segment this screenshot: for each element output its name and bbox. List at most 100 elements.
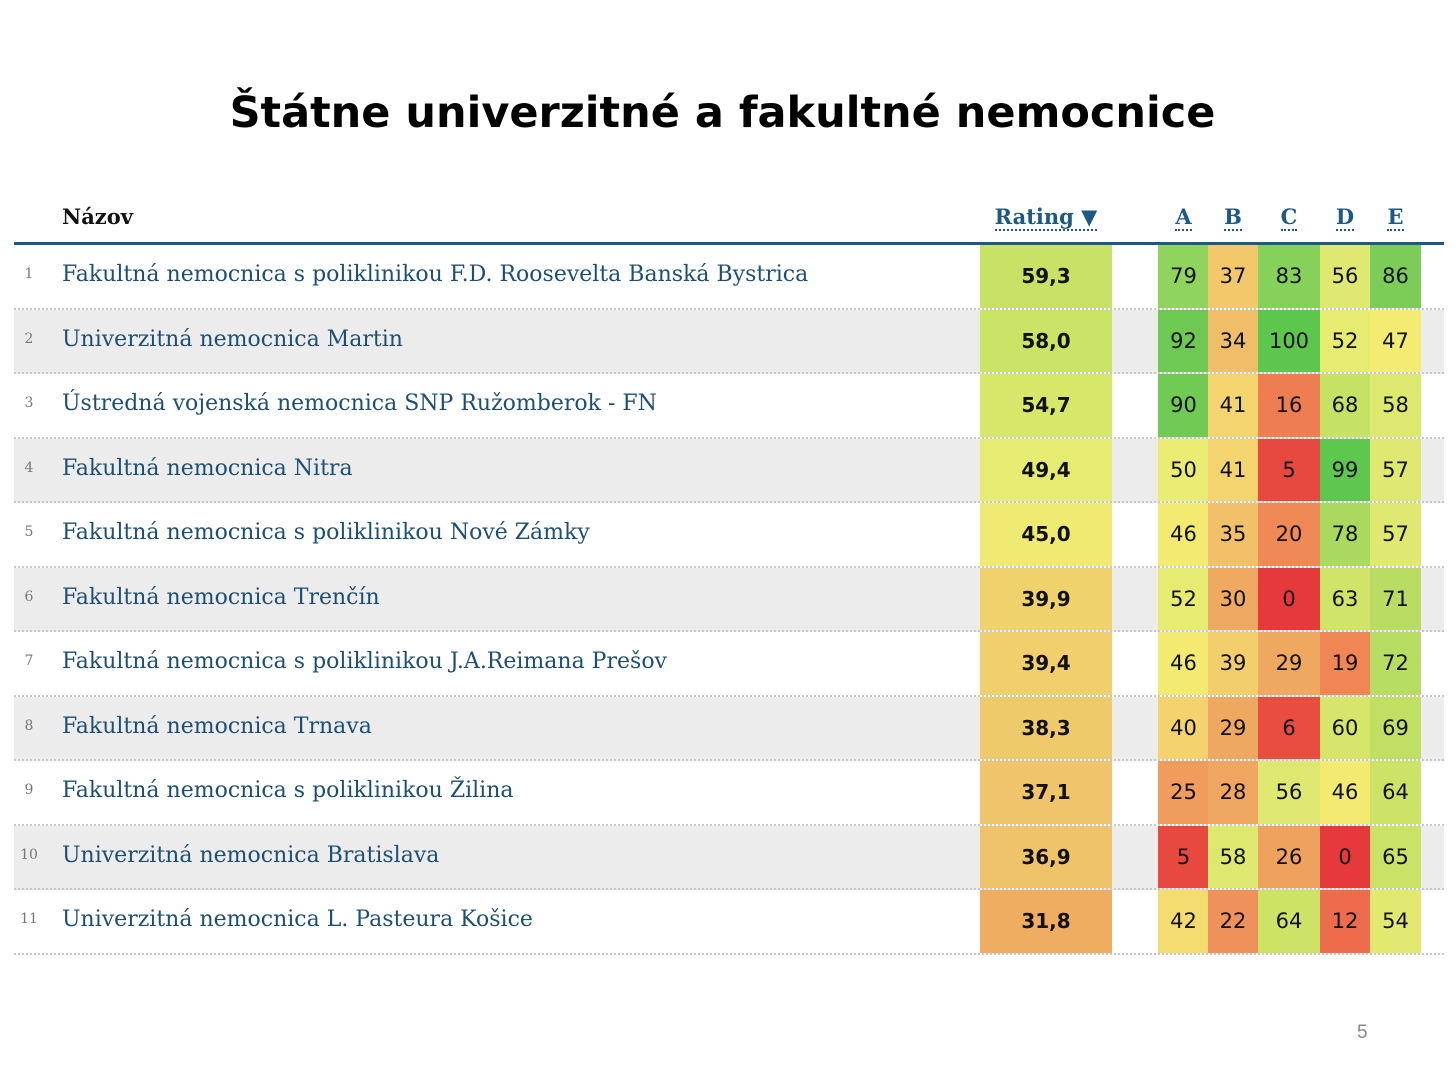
header-criterion-label: E — [1387, 204, 1404, 231]
table-row: 3 Ústredná vojenská nemocnica SNP Ružombe… — [14, 374, 1444, 439]
score-cell-b: 37 — [1208, 245, 1258, 308]
hospital-name-link[interactable]: Fakultná nemocnica s poliklinikou J.A.Re… — [62, 649, 667, 674]
hospital-name-link[interactable]: Univerzitná nemocnica Bratislava — [62, 842, 440, 868]
score-cell-b: 39 — [1208, 632, 1258, 695]
header-criterion-b[interactable]: B — [1208, 204, 1258, 231]
row-rank: 8 — [24, 717, 34, 734]
score-cell-d: 52 — [1320, 309, 1370, 372]
score-cell-c: 5 — [1258, 438, 1320, 501]
score-cell-a: 79 — [1158, 245, 1209, 308]
score-cell-b: 30 — [1208, 567, 1258, 630]
hospital-ranking-table: Názov Rating ▼ A B C D E 1 Fakultná nemocnica… — [14, 192, 1444, 955]
rating-cell: 37,1 — [980, 761, 1112, 824]
row-rank: 6 — [24, 588, 34, 605]
table-row: 1 Fakultná nemocnica s poliklinikou F.D. … — [14, 245, 1444, 310]
header-rating-label: Rating ▼ — [994, 204, 1098, 231]
score-cell-b: 58 — [1208, 825, 1258, 888]
score-cell-d: 63 — [1320, 567, 1370, 630]
header-criterion-c[interactable]: C — [1258, 204, 1320, 231]
score-cell-b: 35 — [1208, 503, 1258, 566]
hospital-name-link[interactable]: Fakultná nemocnica s poliklinikou F.D. R… — [62, 262, 809, 287]
table-row: 7 Fakultná nemocnica s poliklinikou J.A.R… — [14, 632, 1444, 697]
score-cell-e: 47 — [1370, 309, 1421, 372]
header-rating-sort[interactable]: Rating ▼ — [980, 204, 1112, 231]
score-cell-d: 56 — [1320, 245, 1370, 308]
score-cell-b: 22 — [1208, 890, 1258, 953]
table-row: 4 Fakultná nemocnica Nitra 49,4 50 41 5 99 57 — [14, 438, 1444, 503]
row-rank: 7 — [24, 653, 34, 669]
table-row: 5 Fakultná nemocnica s poliklinikou Nové … — [14, 503, 1444, 568]
table-row: 11 Univerzitná nemocnica L. Pasteura Koši… — [14, 890, 1444, 955]
score-cell-a: 90 — [1158, 374, 1209, 437]
rating-cell: 31,8 — [980, 890, 1112, 953]
header-criterion-a[interactable]: A — [1158, 204, 1209, 231]
score-cell-e: 64 — [1370, 761, 1421, 824]
score-cell-e: 69 — [1370, 696, 1421, 759]
score-cell-b: 29 — [1208, 696, 1258, 759]
score-cell-d: 78 — [1320, 503, 1370, 566]
score-cell-e: 86 — [1370, 245, 1421, 308]
hospital-name-link[interactable]: Fakultná nemocnica Trenčín — [62, 584, 380, 610]
table-row: 9 Fakultná nemocnica s poliklinikou Žilin… — [14, 761, 1444, 826]
score-cell-d: 12 — [1320, 890, 1370, 953]
rating-cell: 59,3 — [980, 245, 1112, 308]
rating-cell: 54,7 — [980, 374, 1112, 437]
score-cell-e: 65 — [1370, 825, 1421, 888]
score-cell-d: 19 — [1320, 632, 1370, 695]
hospital-name-link[interactable]: Ústredná vojenská nemocnica SNP Ružomber… — [62, 391, 657, 416]
score-cell-a: 46 — [1158, 503, 1209, 566]
header-criterion-label: B — [1224, 204, 1242, 231]
hospital-name-link[interactable]: Fakultná nemocnica s poliklinikou Nové Z… — [62, 520, 590, 545]
score-cell-c: 29 — [1258, 632, 1320, 695]
rating-cell: 38,3 — [980, 696, 1112, 759]
score-cell-e: 54 — [1370, 890, 1421, 953]
score-cell-e: 58 — [1370, 374, 1421, 437]
row-rank: 5 — [24, 524, 34, 540]
score-cell-a: 25 — [1158, 761, 1209, 824]
table-row: 6 Fakultná nemocnica Trenčín 39,9 52 30 0 63 71 — [14, 567, 1444, 632]
hospital-name-link[interactable]: Univerzitná nemocnica Martin — [62, 326, 403, 352]
header-criterion-e[interactable]: E — [1370, 204, 1421, 231]
row-rank: 9 — [24, 782, 34, 798]
score-cell-a: 5 — [1158, 825, 1209, 888]
hospital-name-link[interactable]: Fakultná nemocnica Nitra — [62, 455, 353, 481]
score-cell-d: 0 — [1320, 825, 1370, 888]
score-cell-b: 41 — [1208, 374, 1258, 437]
rating-cell: 49,4 — [980, 438, 1112, 501]
hospital-name-link[interactable]: Fakultná nemocnica Trnava — [62, 713, 372, 739]
score-cell-a: 46 — [1158, 632, 1209, 695]
score-cell-b: 41 — [1208, 438, 1258, 501]
rating-cell: 39,4 — [980, 632, 1112, 695]
table-row: 8 Fakultná nemocnica Trnava 38,3 40 29 6 60 69 — [14, 696, 1444, 761]
rating-cell: 39,9 — [980, 567, 1112, 630]
row-rank: 11 — [20, 911, 38, 927]
rating-cell: 36,9 — [980, 825, 1112, 888]
table-row: 2 Univerzitná nemocnica Martin 58,0 92 34 100… — [14, 309, 1444, 374]
score-cell-b: 28 — [1208, 761, 1258, 824]
score-cell-c: 6 — [1258, 696, 1320, 759]
score-cell-e: 57 — [1370, 503, 1421, 566]
page-number: 5 — [1357, 1022, 1368, 1043]
hospital-name-link[interactable]: Fakultná nemocnica s poliklinikou Žilina — [62, 778, 514, 803]
row-rank: 10 — [20, 846, 38, 863]
table-row: 10 Univerzitná nemocnica Bratislava 36,9 5 5… — [14, 825, 1444, 890]
header-criterion-label: A — [1175, 204, 1192, 231]
table-body: 1 Fakultná nemocnica s poliklinikou F.D. … — [14, 245, 1444, 955]
score-cell-b: 34 — [1208, 309, 1258, 372]
score-cell-a: 50 — [1158, 438, 1209, 501]
header-criterion-d[interactable]: D — [1320, 204, 1370, 231]
header-criterion-label: D — [1335, 204, 1355, 231]
header-name: Názov — [62, 204, 133, 229]
score-cell-c: 16 — [1258, 374, 1320, 437]
rating-cell: 58,0 — [980, 309, 1112, 372]
hospital-name-link[interactable]: Univerzitná nemocnica L. Pasteura Košice — [62, 907, 533, 932]
score-cell-e: 72 — [1370, 632, 1421, 695]
score-cell-a: 42 — [1158, 890, 1209, 953]
score-cell-c: 56 — [1258, 761, 1320, 824]
score-cell-c: 100 — [1258, 309, 1320, 372]
score-cell-c: 64 — [1258, 890, 1320, 953]
table-header: Názov Rating ▼ A B C D E — [14, 192, 1444, 245]
page-title: Štátne univerzitné a fakultné nemocnice — [229, 88, 1216, 138]
score-cell-c: 83 — [1258, 245, 1320, 308]
score-cell-a: 52 — [1158, 567, 1209, 630]
